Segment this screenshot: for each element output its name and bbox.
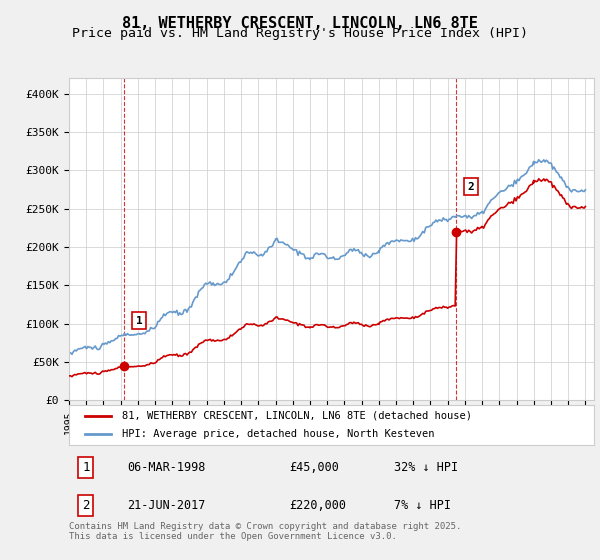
Text: 1: 1 [136,316,143,326]
Text: Contains HM Land Registry data © Crown copyright and database right 2025.
This d: Contains HM Land Registry data © Crown c… [69,522,461,542]
Text: 21-JUN-2017: 21-JUN-2017 [127,499,205,512]
Text: HPI: Average price, detached house, North Kesteven: HPI: Average price, detached house, Nort… [121,430,434,439]
Text: 81, WETHERBY CRESCENT, LINCOLN, LN6 8TE: 81, WETHERBY CRESCENT, LINCOLN, LN6 8TE [122,16,478,31]
Text: £220,000: £220,000 [290,499,347,512]
Text: 32% ↓ HPI: 32% ↓ HPI [395,461,458,474]
Text: 06-MAR-1998: 06-MAR-1998 [127,461,205,474]
Text: 1: 1 [82,461,89,474]
Text: 2: 2 [82,499,89,512]
Text: 7% ↓ HPI: 7% ↓ HPI [395,499,452,512]
Text: 2: 2 [468,181,475,192]
Text: 81, WETHERBY CRESCENT, LINCOLN, LN6 8TE (detached house): 81, WETHERBY CRESCENT, LINCOLN, LN6 8TE … [121,411,472,421]
Text: Price paid vs. HM Land Registry's House Price Index (HPI): Price paid vs. HM Land Registry's House … [72,27,528,40]
Text: £45,000: £45,000 [290,461,340,474]
